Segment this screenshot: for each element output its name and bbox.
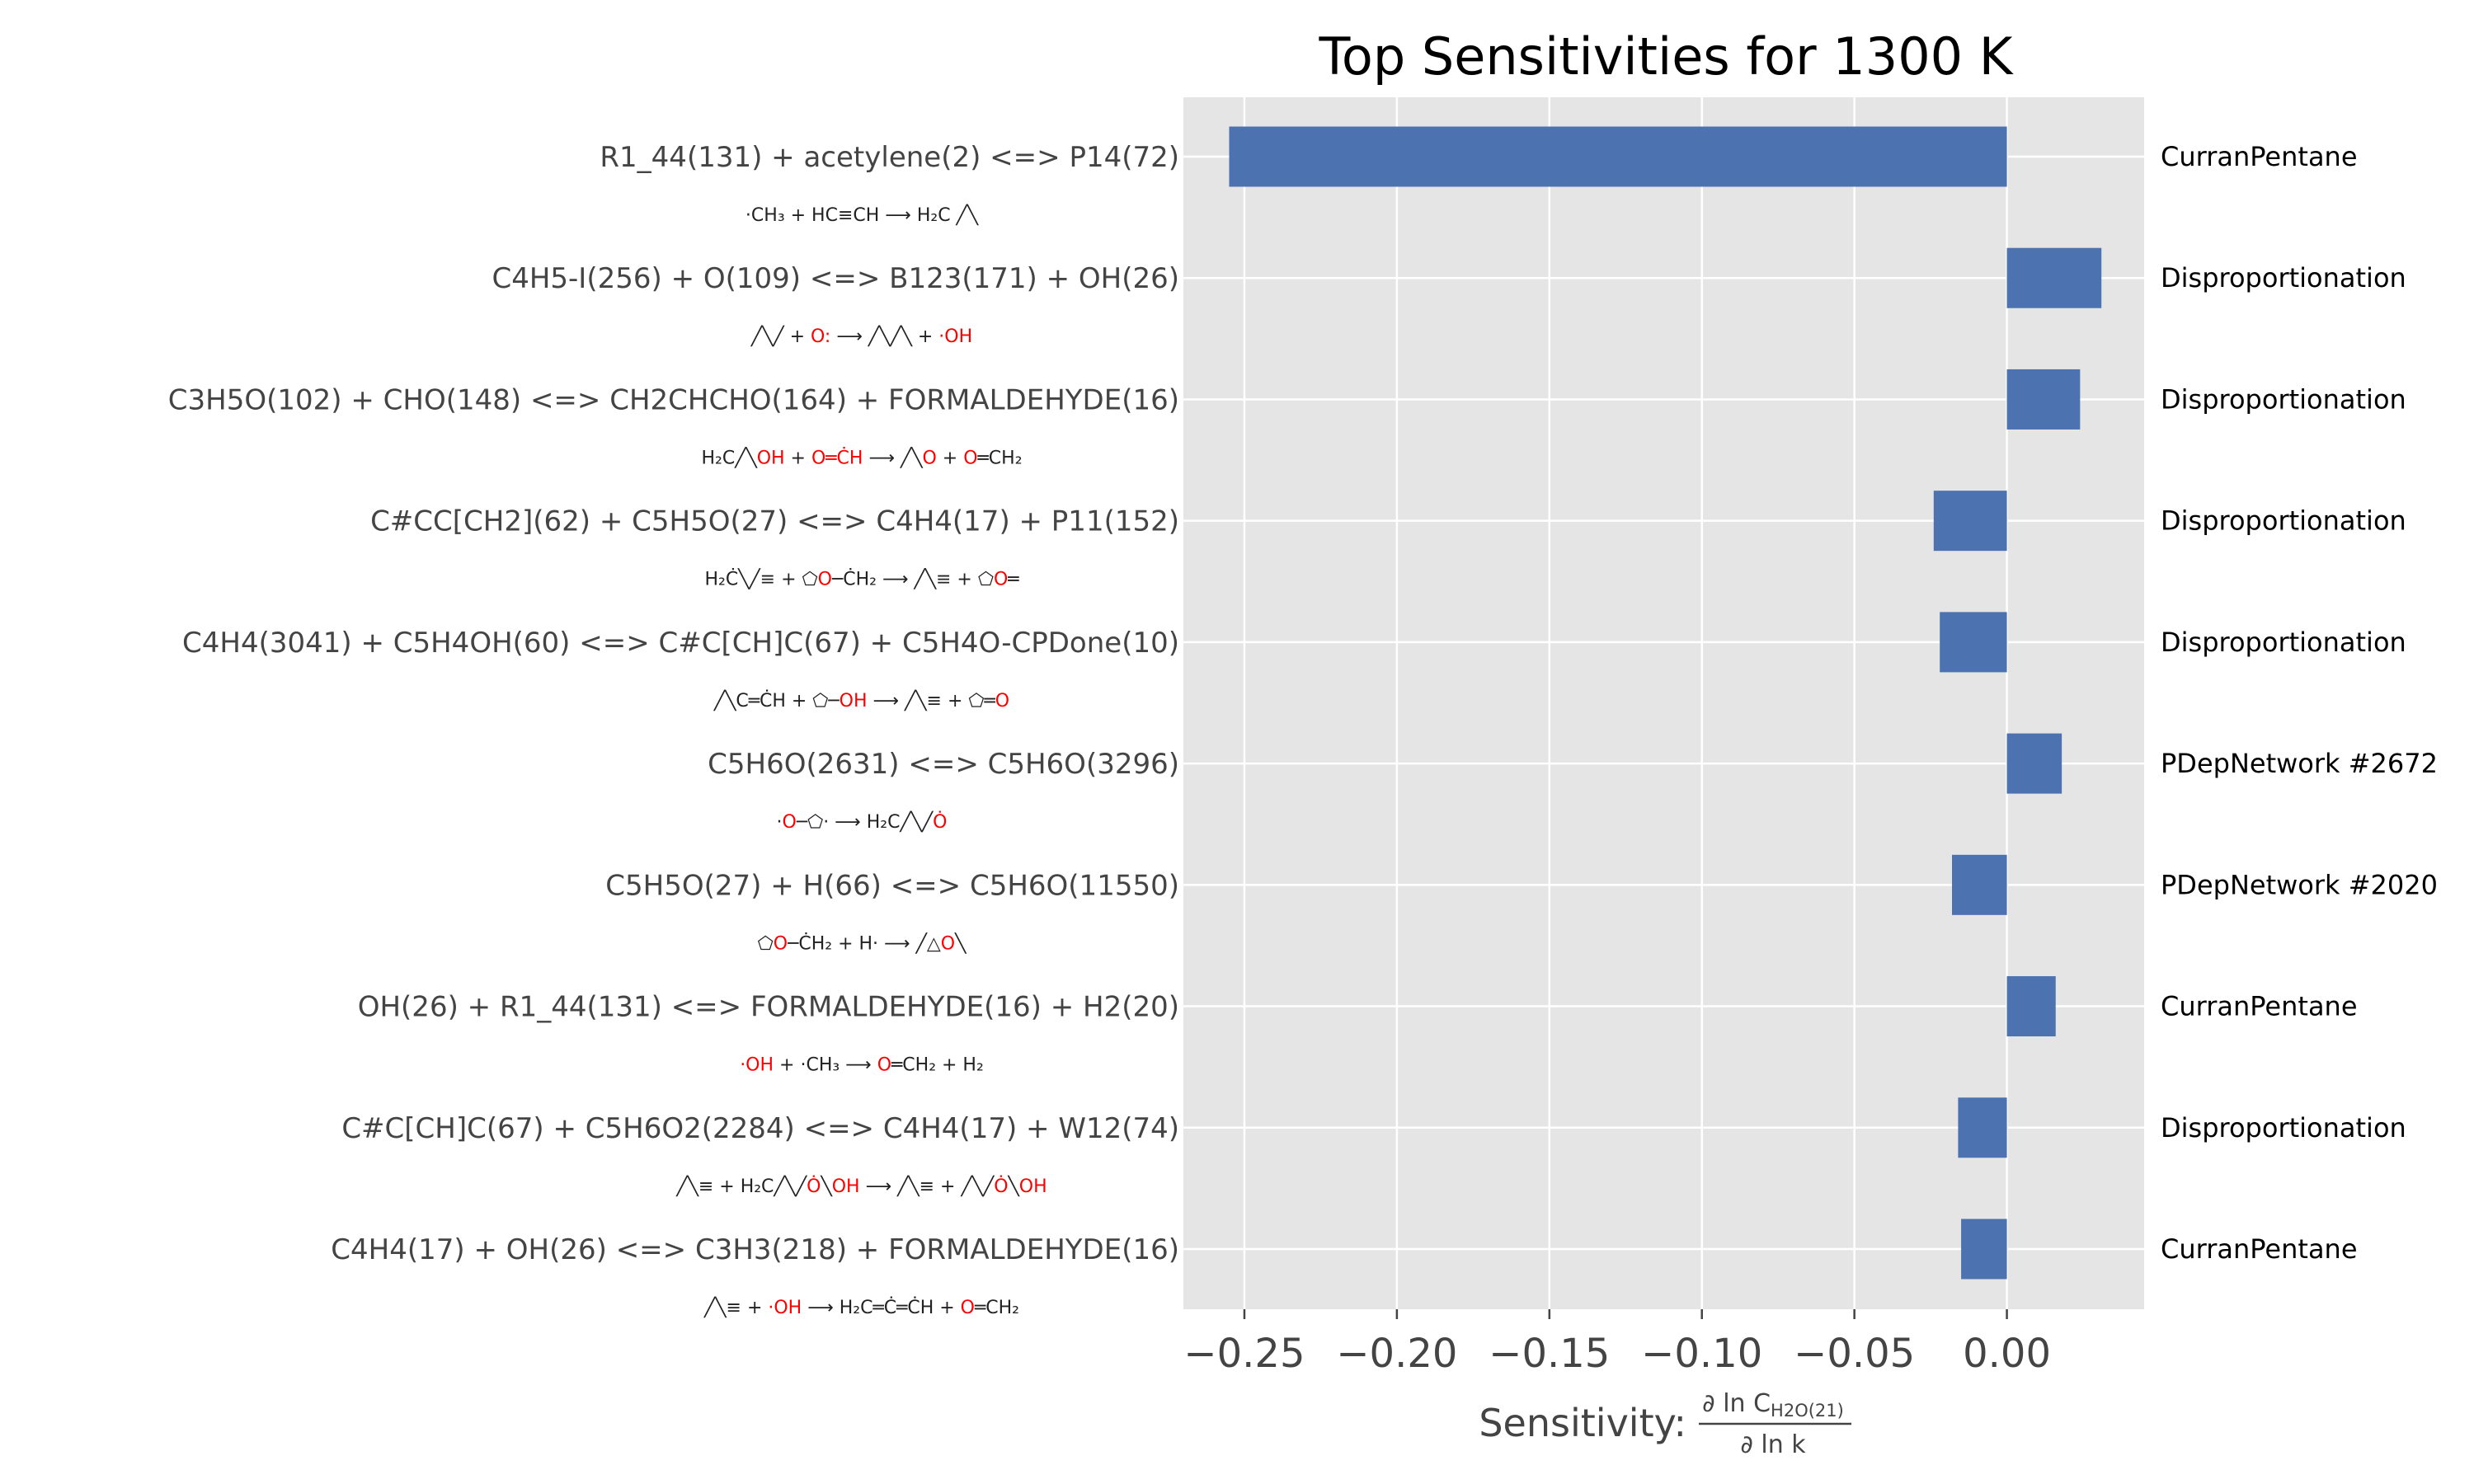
bar <box>1961 1219 2007 1280</box>
structure-sketch: H₂C╱╲OH + O═ĊH ⟶ ╱╲O + O═CH₂ <box>701 446 1022 468</box>
family-label: CurranPentane <box>2161 141 2358 172</box>
structure-sketch: ╱╲╱ + O: ⟶ ╱╲╱╲ + ·OH <box>750 325 972 347</box>
family-label: CurranPentane <box>2161 991 2358 1022</box>
bar <box>2006 733 2062 794</box>
reaction-label: C#C[CH]C(67) + C5H6O2(2284) <=> C4H4(17)… <box>341 1112 1179 1145</box>
reaction-label: C#CC[CH2](62) + C5H5O(27) <=> C4H4(17) +… <box>370 505 1179 538</box>
structure-sketch: H₂Ċ╲╱≡ + ⬠O─ĊH₂ ⟶ ╱╲≡ + ⬠O═ <box>704 568 1019 590</box>
x-tick-label: −0.15 <box>1489 1331 1610 1377</box>
x-tick-label: −0.05 <box>1794 1331 1915 1377</box>
family-label: Disproportionation <box>2161 505 2406 537</box>
reaction-label: C4H4(3041) + C5H4OH(60) <=> C#C[CH]C(67)… <box>182 627 1179 660</box>
bar <box>2006 247 2102 308</box>
reaction-label: C3H5O(102) + CHO(148) <=> CH2CHCHO(164) … <box>168 383 1179 416</box>
x-tick-label: −0.20 <box>1336 1331 1457 1377</box>
x-axis-label-numerator: ∂ ln CH2O(21) <box>1702 1389 1844 1421</box>
bar <box>2006 976 2056 1037</box>
family-label: PDepNetwork #2672 <box>2161 748 2438 779</box>
family-labels: CurranPentane Disproportionation Dispropor… <box>2161 141 2438 1265</box>
bar <box>1933 491 2007 552</box>
structure-sketch: ·CH₃ + HC≡CH ⟶ H₂C ╱╲ <box>745 204 980 226</box>
reaction-label: C4H4(17) + OH(26) <=> C3H3(218) + FORMAL… <box>331 1233 1179 1266</box>
structure-sketch: ⬠O─ĊH₂ + H· ⟶ ╱△O╲ <box>758 932 967 954</box>
family-label: Disproportionation <box>2161 262 2406 294</box>
x-axis-label: Sensitivity: ∂ ln CH2O(21) ∂ ln k <box>1479 1389 1851 1459</box>
reaction-label: R1_44(131) + acetylene(2) <=> P14(72) <box>600 141 1179 174</box>
structure-sketch: ╱╲≡ + H₂C╱╲╱Ȯ╲OH ⟶ ╱╲≡ + ╱╲╱Ȯ╲OH <box>675 1175 1047 1197</box>
x-axis-label-denominator: ∂ ln k <box>1740 1430 1806 1459</box>
x-tick-label: 0.00 <box>1963 1331 2051 1377</box>
family-label: Disproportionation <box>2161 383 2406 415</box>
chart-title: Top Sensitivities for 1300 K <box>1319 26 2014 87</box>
reaction-label: OH(26) + R1_44(131) <=> FORMALDEHYDE(16)… <box>358 991 1179 1024</box>
reaction-label: C4H5-I(256) + O(109) <=> B123(171) + OH(… <box>492 262 1179 295</box>
reaction-labels: R1_44(131) + acetylene(2) <=> P14(72) C4H… <box>168 141 1179 1266</box>
x-axis-ticks: −0.25 −0.20 −0.15 −0.10 −0.05 0.00 <box>1183 1309 2051 1377</box>
family-label: Disproportionation <box>2161 1112 2406 1144</box>
bar <box>1229 126 2007 187</box>
reaction-label: C5H6O(2631) <=> C5H6O(3296) <box>708 748 1179 781</box>
bar <box>1940 612 2007 673</box>
structure-sketch: ·O─⬠· ⟶ H₂C╱╲╱Ȯ <box>777 810 948 833</box>
structure-sketch: ╱╲≡ + ·OH ⟶ H₂C═Ċ═ĊH + O═CH₂ <box>703 1296 1019 1318</box>
x-axis-label-prefix: Sensitivity: <box>1479 1401 1686 1445</box>
x-tick-label: −0.10 <box>1641 1331 1762 1377</box>
structure-sketch: ╱╲C═ĊH + ⬠─OH ⟶ ╱╲≡ + ⬠═O <box>713 689 1009 711</box>
bar <box>2006 369 2081 430</box>
reaction-label: C5H5O(27) + H(66) <=> C5H6O(11550) <box>605 869 1179 902</box>
bars <box>1229 126 2102 1280</box>
family-label: Disproportionation <box>2161 627 2406 658</box>
family-label: PDepNetwork #2020 <box>2161 869 2438 900</box>
bar <box>1952 854 2007 915</box>
structure-sketches: ·CH₃ + HC≡CH ⟶ H₂C ╱╲ ╱╲╱ + O: ⟶ ╱╲╱╲ + ·… <box>675 204 1047 1318</box>
bar <box>1958 1097 2007 1158</box>
structure-sketch: ·OH + ·CH₃ ⟶ O═CH₂ + H₂ <box>740 1055 984 1076</box>
family-label: CurranPentane <box>2161 1233 2358 1265</box>
x-tick-label: −0.25 <box>1183 1331 1305 1377</box>
